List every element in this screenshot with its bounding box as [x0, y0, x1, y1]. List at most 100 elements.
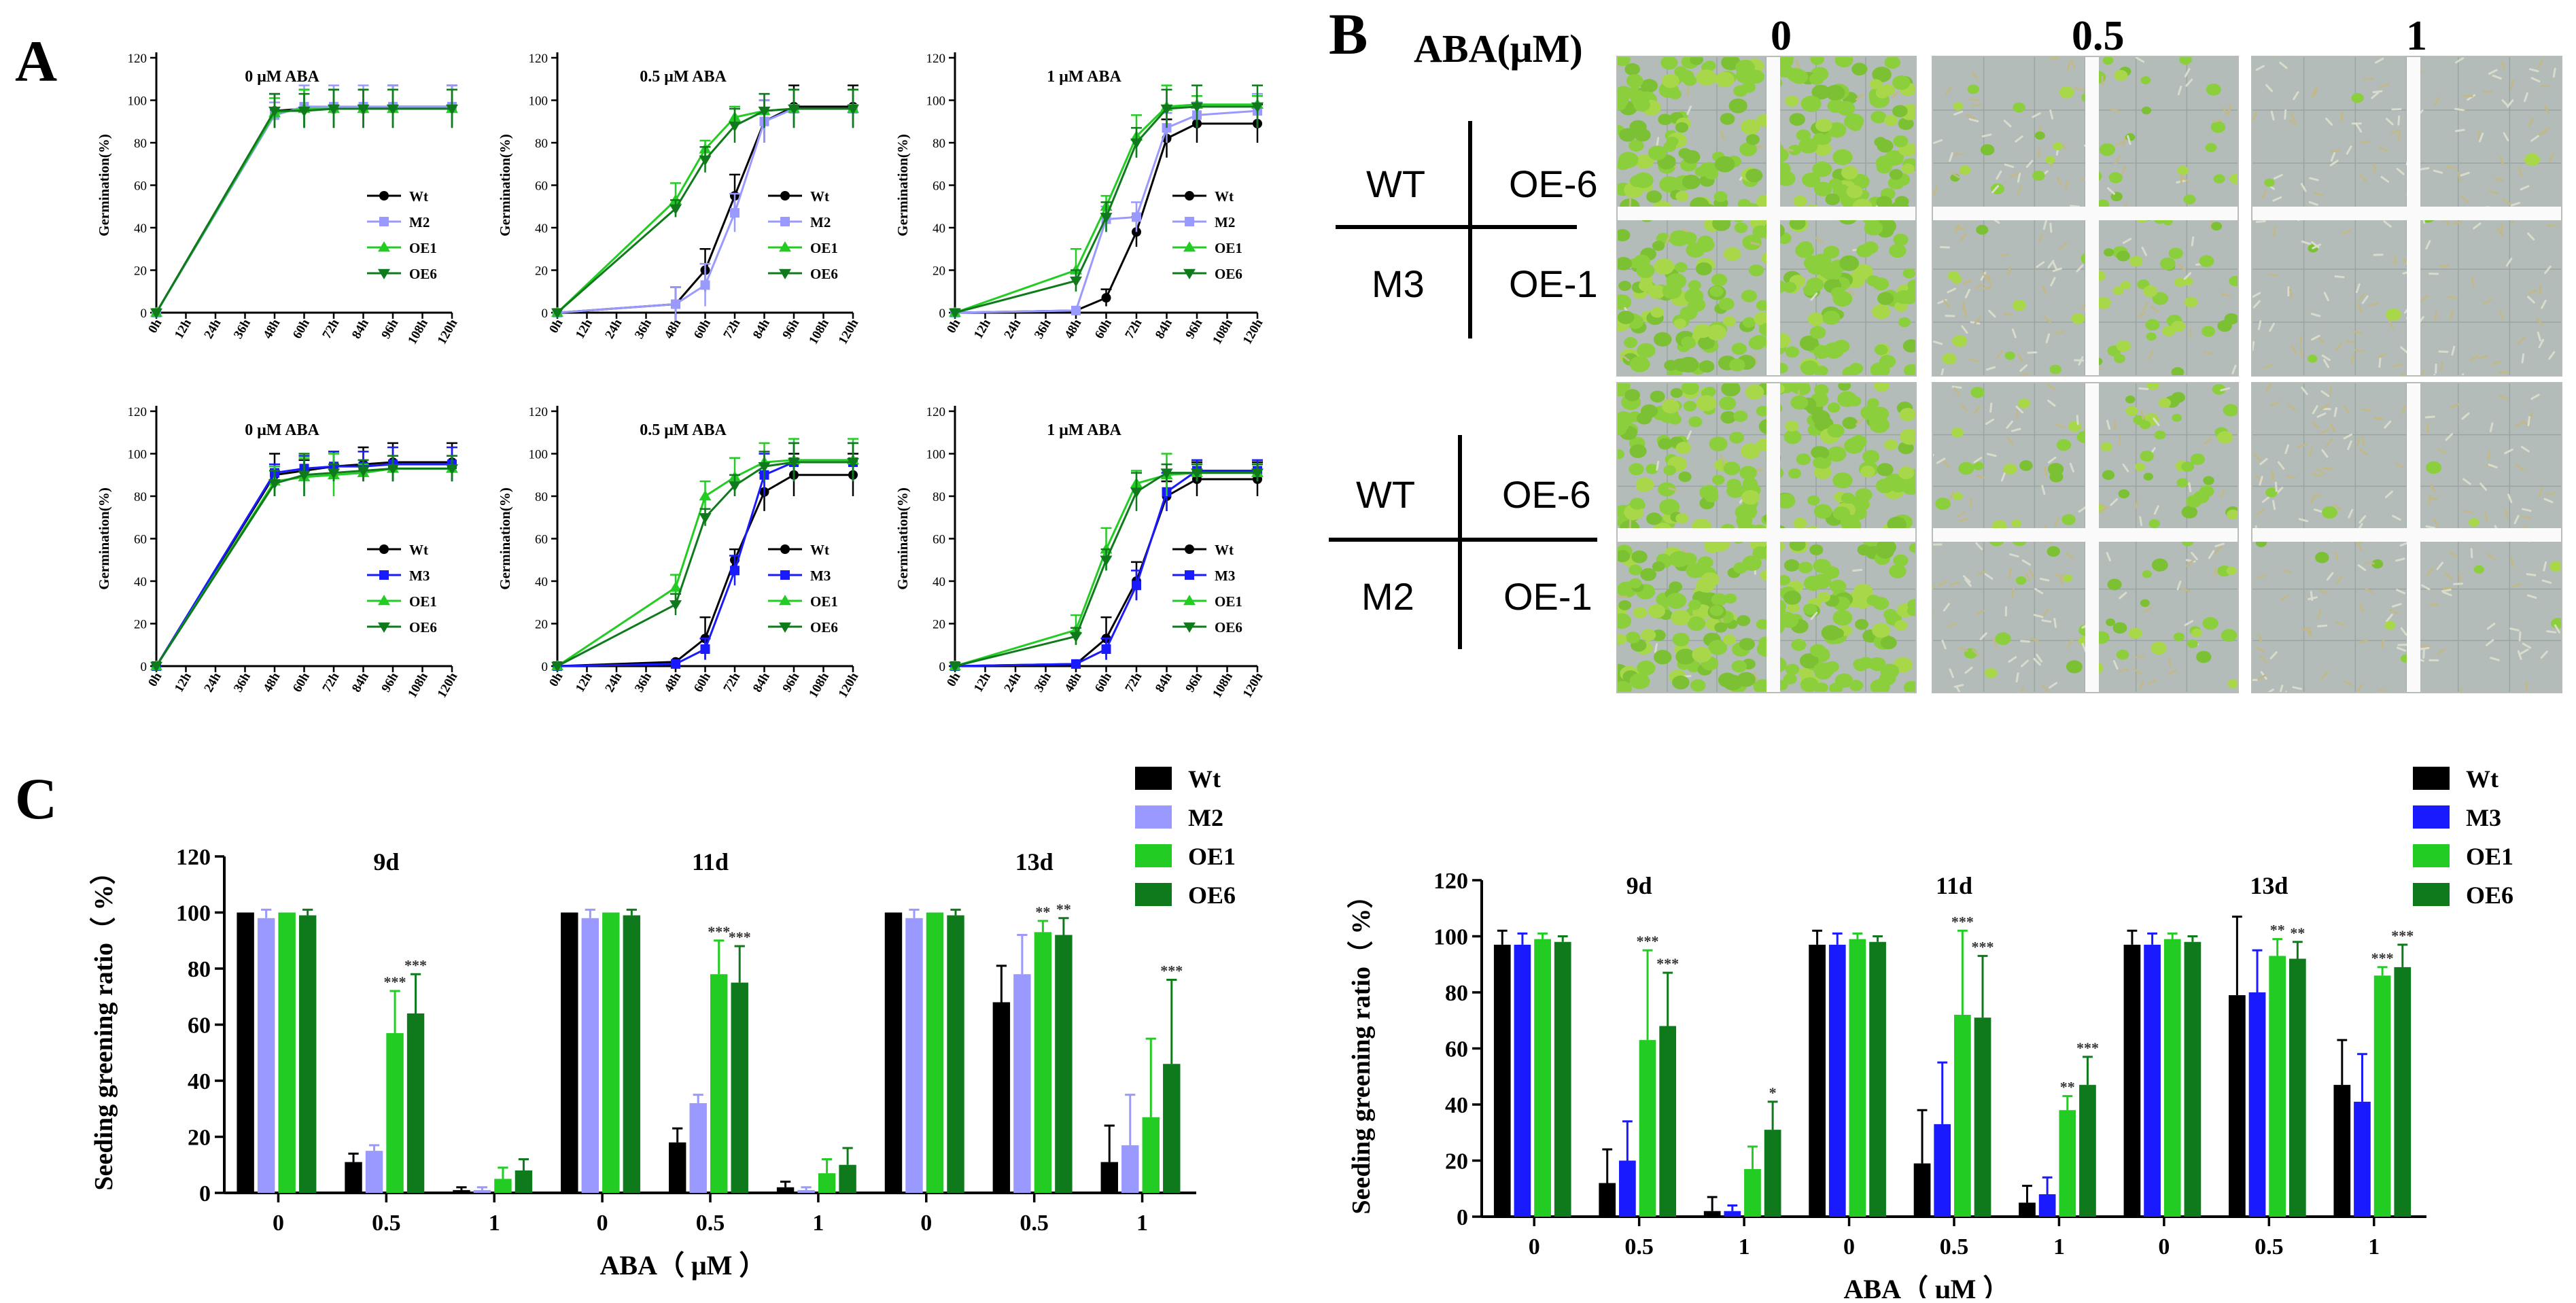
seedling	[2095, 296, 2112, 309]
ungerminated-seed	[1975, 610, 1985, 615]
ungerminated-seed	[2312, 472, 2322, 478]
data-point	[699, 155, 712, 166]
ungerminated-seed	[2471, 277, 2475, 288]
ungerminated-seed	[2381, 638, 2385, 649]
series-oe6: OE6	[551, 442, 859, 672]
seedling	[1756, 619, 1769, 630]
seedling	[1629, 444, 1647, 458]
bar-oe6	[1764, 1130, 1781, 1217]
seedling	[1739, 638, 1755, 650]
significance-mark: ***	[2076, 1039, 2099, 1056]
ungerminated-seed	[2499, 394, 2509, 400]
legend-marker	[1185, 570, 1194, 580]
x-tick-label: 108h	[1210, 317, 1236, 347]
y-tick-label: 40	[535, 575, 548, 589]
bar-oe1	[278, 912, 296, 1193]
x-tick-label: 84h	[750, 670, 773, 695]
ungerminated-seed	[2318, 589, 2329, 595]
seedling	[1909, 542, 1915, 553]
ungerminated-seed	[2372, 90, 2383, 94]
seedling	[1629, 673, 1650, 690]
ungerminated-seed	[1943, 603, 1950, 612]
legend-label: M2	[1188, 804, 1223, 831]
genotype-cross-v-top	[1468, 121, 1472, 338]
bar-oe6	[947, 915, 964, 1193]
ungerminated-seed	[2355, 124, 2363, 133]
ungerminated-seed	[2359, 174, 2367, 183]
bar-oe1	[2163, 939, 2181, 1217]
ungerminated-seed	[2286, 475, 2297, 479]
ungerminated-seed	[2489, 422, 2494, 433]
seedling	[1850, 496, 1870, 512]
seedling	[1809, 644, 1826, 657]
ungerminated-seed	[2496, 227, 2503, 237]
panel-letter-b: B	[1329, 1, 1368, 67]
ungerminated-seed	[2517, 650, 2522, 660]
ungerminated-seed	[1810, 611, 1818, 621]
ungerminated-seed	[2330, 152, 2336, 162]
significance-mark: **	[2290, 924, 2305, 941]
seedling	[2191, 628, 2203, 638]
ungerminated-seed	[2270, 401, 2280, 406]
seedling	[1776, 171, 1796, 186]
seedling	[1675, 122, 1689, 133]
data-point	[788, 104, 800, 115]
ungerminated-seed	[1955, 686, 1961, 692]
ungerminated-seed	[2119, 591, 2127, 600]
x-tick-label: 36h	[231, 317, 254, 341]
ungerminated-seed	[2015, 135, 2023, 143]
ungerminated-seed	[2291, 345, 2297, 355]
ungerminated-seed	[2520, 648, 2529, 655]
group-label: 9d	[373, 848, 399, 875]
seedling	[1648, 145, 1667, 161]
ungerminated-seed	[2515, 464, 2524, 471]
ungerminated-seed	[2378, 689, 2389, 692]
seedling	[1625, 631, 1641, 644]
seedling	[1637, 343, 1656, 358]
seedling	[1812, 161, 1832, 177]
seedling	[1837, 391, 1858, 407]
seedling	[2315, 552, 2329, 563]
ungerminated-seed	[2546, 224, 2557, 228]
x-tick-label: 108h	[405, 670, 431, 701]
ungerminated-seed	[2313, 508, 2324, 513]
seedling	[2307, 354, 2318, 363]
ungerminated-seed	[2301, 386, 2308, 396]
data-point	[730, 566, 739, 576]
y-tick-label: 40	[933, 575, 945, 589]
data-point	[1132, 212, 1141, 222]
ungerminated-seed	[2184, 68, 2191, 77]
seedling	[1756, 406, 1770, 417]
ungerminated-seed	[2047, 383, 2056, 390]
y-tick-label: 100	[176, 901, 211, 926]
seedling	[2171, 320, 2186, 332]
ungerminated-seed	[1985, 418, 1995, 425]
seedling	[1636, 481, 1651, 492]
seedling	[1872, 304, 1891, 319]
ungerminated-seed	[2425, 240, 2431, 250]
x-tick-label: 84h	[1153, 670, 1175, 695]
ungerminated-seed	[2051, 260, 2057, 271]
ungerminated-seed	[2359, 602, 2364, 612]
x-tick-label: 72h	[319, 670, 342, 695]
ungerminated-seed	[1933, 186, 1938, 196]
seedling	[1618, 160, 1630, 171]
ungerminated-seed	[2528, 118, 2534, 127]
ungerminated-seed	[2392, 515, 2401, 521]
ungerminated-seed	[2347, 440, 2352, 451]
ungerminated-seed	[1621, 354, 1630, 362]
seedling	[1731, 660, 1747, 673]
seedling	[1688, 416, 1703, 428]
seedling	[2019, 460, 2033, 471]
y-tick-label: 40	[1445, 1093, 1468, 1118]
seedling	[2140, 76, 2151, 85]
seedling	[1806, 277, 1824, 292]
x-tick-label: 1	[2368, 1234, 2380, 1259]
ungerminated-seed	[2420, 584, 2431, 591]
ungerminated-seed	[2540, 650, 2548, 659]
x-tick-label: 12h	[971, 317, 994, 341]
conc-label-1: 1	[2406, 13, 2427, 59]
significance-mark: **	[1035, 903, 1050, 920]
data-point	[1100, 213, 1113, 224]
seedling	[1827, 423, 1845, 438]
